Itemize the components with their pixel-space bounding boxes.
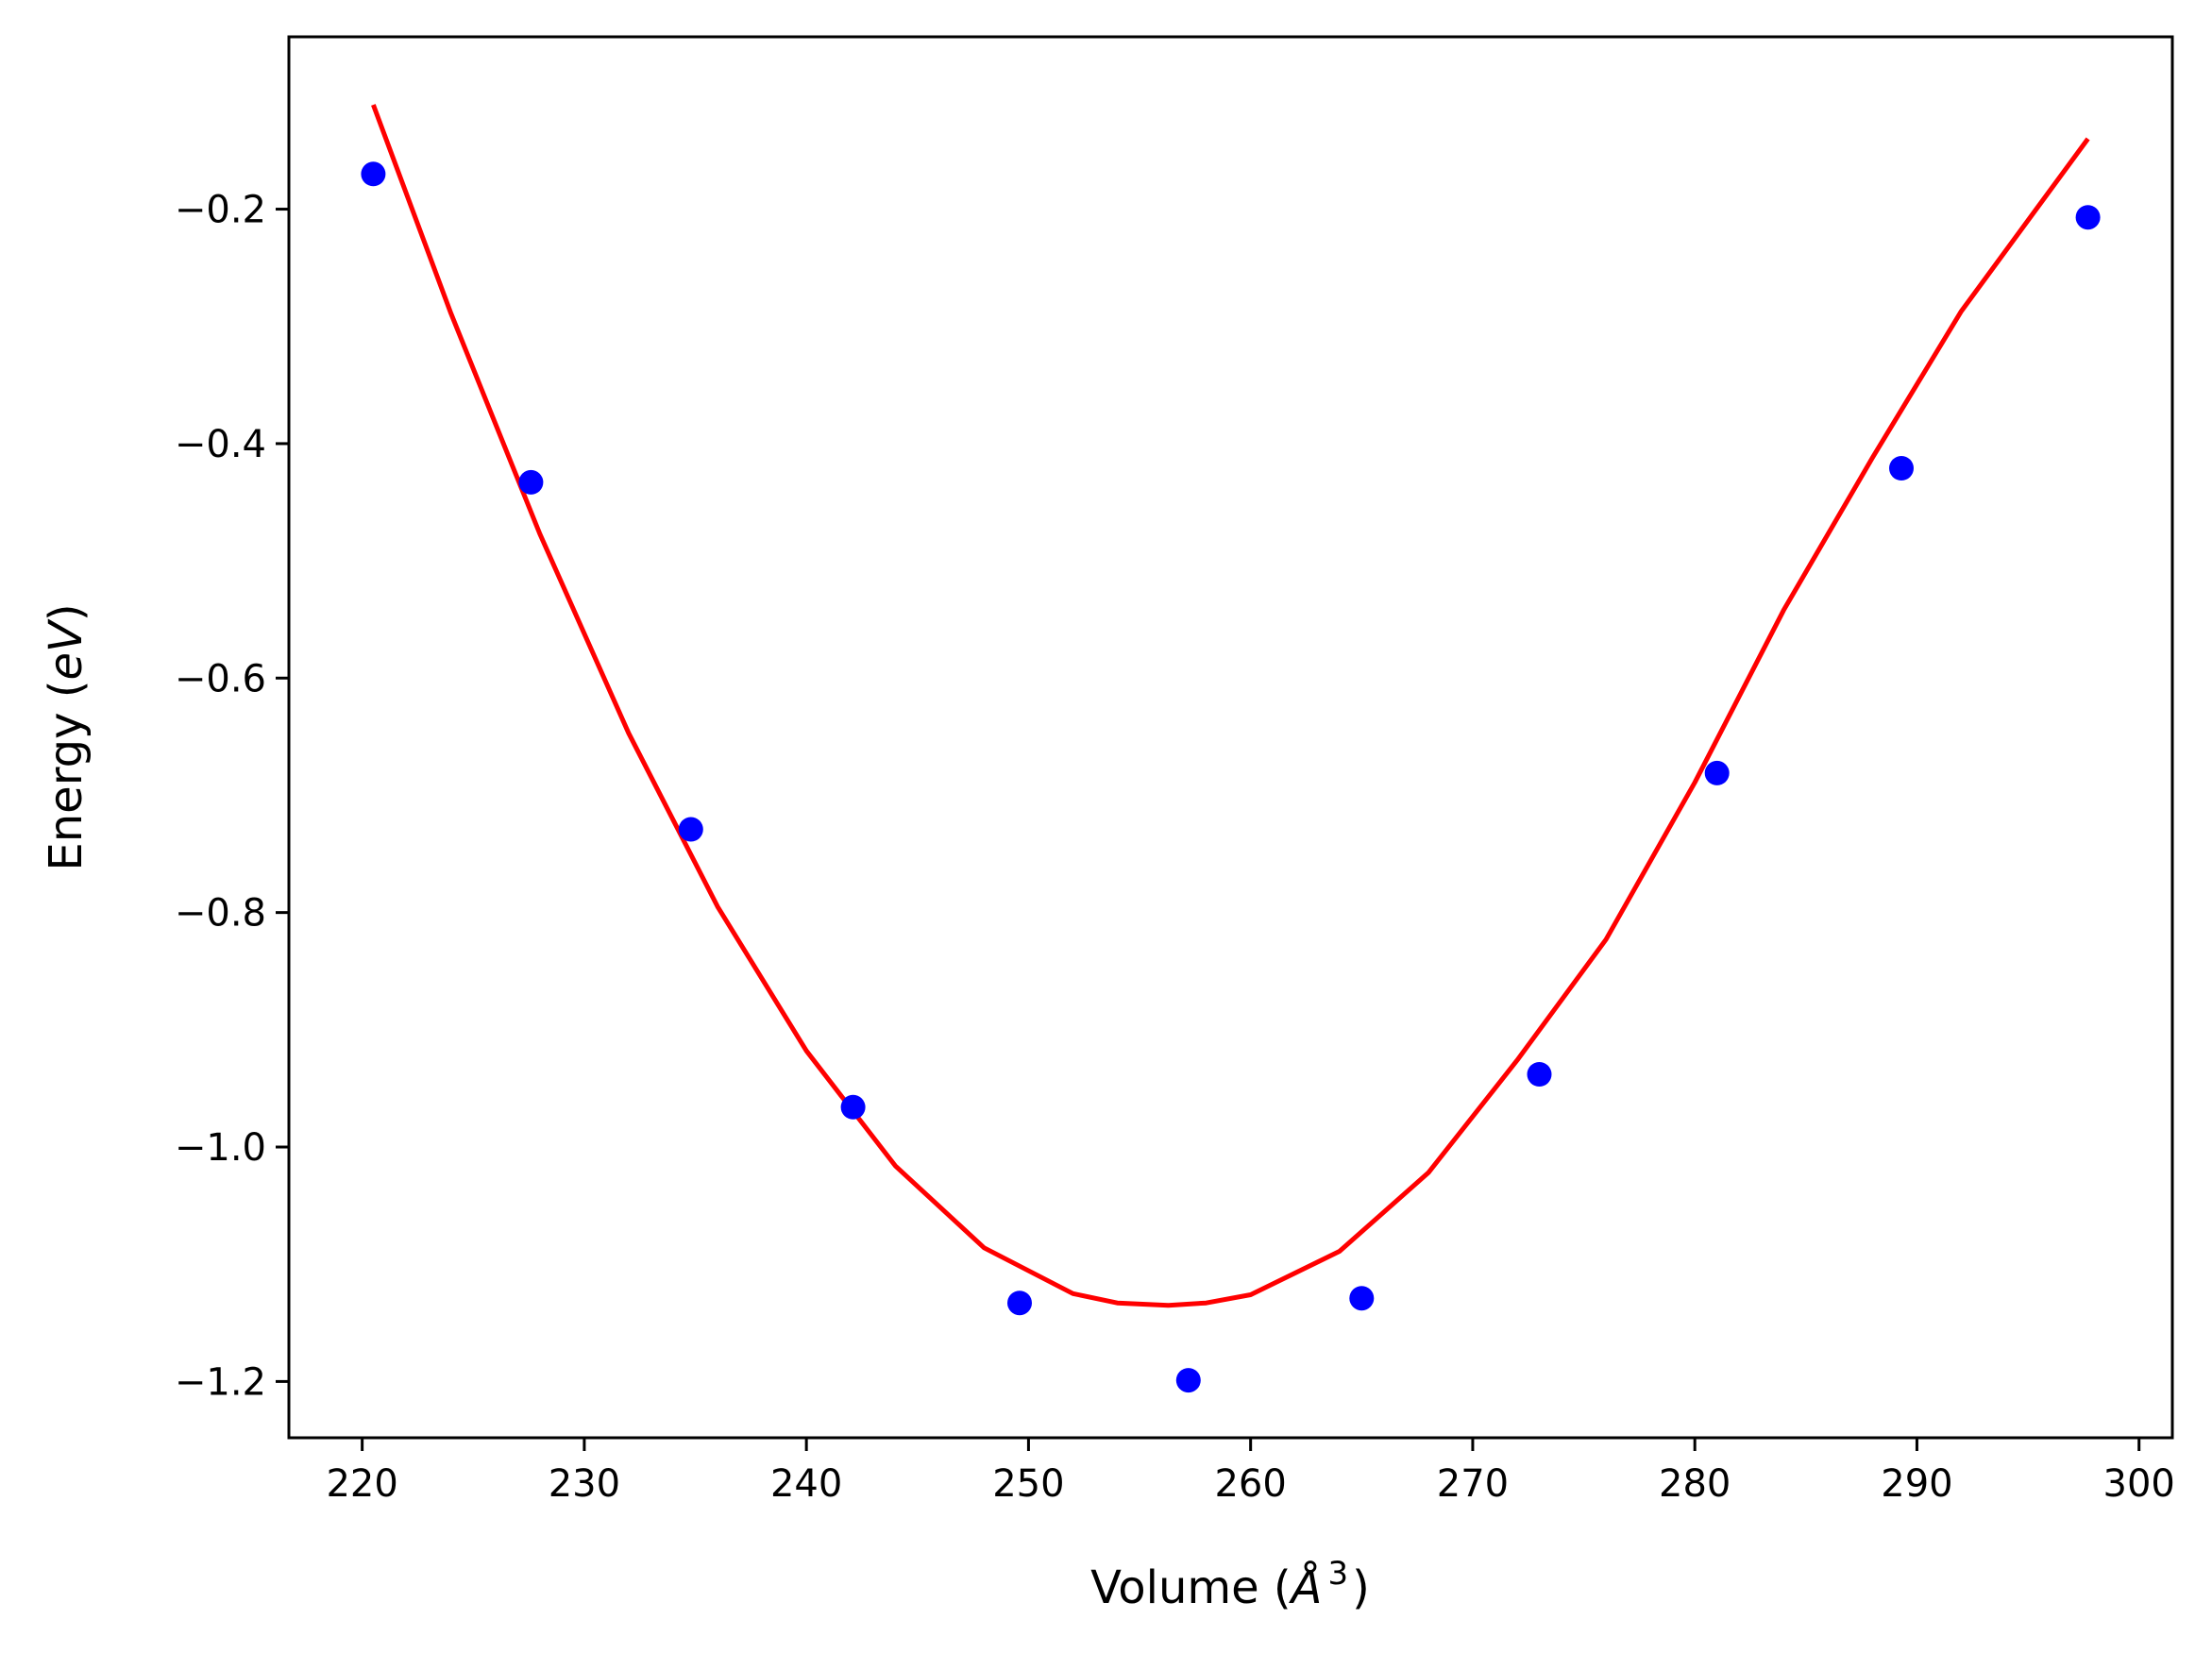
- x-tick-label: 240: [770, 1462, 842, 1506]
- x-tick-label: 250: [992, 1462, 1064, 1506]
- data-points-layer: [361, 161, 2101, 1393]
- data-point: [1527, 1062, 1552, 1087]
- y-axis-label-suffix: ): [40, 603, 93, 621]
- y-tick-label: −1.2: [175, 1360, 266, 1404]
- data-point: [840, 1094, 866, 1120]
- y-tick-label: −0.4: [175, 423, 266, 466]
- x-tick-label: 290: [1881, 1462, 1952, 1506]
- data-point: [1175, 1368, 1201, 1393]
- y-axis-ticks: −0.2 −0.4 −0.6 −0.8 −1.0 −1.2: [175, 189, 289, 1404]
- y-tick-label: −1.0: [175, 1126, 266, 1170]
- x-axis-label: Volume (Å 3): [1090, 1555, 1370, 1614]
- y-axis-label-italic: eV: [40, 618, 93, 681]
- y-axis-label: Energy (eV): [40, 603, 93, 870]
- x-axis-ticks: 220 230 240 250 260 270 280 290 300: [326, 1438, 2175, 1506]
- y-tick-label: −0.8: [175, 892, 266, 936]
- x-axis-label-superscript: 3: [1327, 1555, 1348, 1593]
- x-axis-label-suffix: ): [1352, 1561, 1370, 1614]
- fit-curve: [371, 104, 2090, 1308]
- data-point: [1007, 1290, 1032, 1316]
- x-tick-label: 260: [1214, 1462, 1286, 1506]
- x-tick-label: 230: [549, 1462, 620, 1506]
- x-axis-label-prefix: Volume (: [1090, 1561, 1292, 1614]
- data-point: [1704, 760, 1730, 785]
- x-tick-label: 220: [326, 1462, 397, 1506]
- x-tick-label: 280: [1659, 1462, 1731, 1506]
- data-point: [361, 161, 386, 187]
- plot-frame: [287, 35, 2174, 1440]
- fit-curve-layer: [371, 104, 2090, 1308]
- data-point: [678, 817, 703, 842]
- x-tick-label: 300: [2103, 1462, 2175, 1506]
- x-axis-label-symbol: Å: [1289, 1560, 1323, 1614]
- y-tick-label: −0.6: [175, 657, 266, 700]
- data-point: [1349, 1286, 1375, 1311]
- data-point: [1889, 456, 1914, 481]
- y-axis-label-prefix: Energy (: [40, 681, 93, 871]
- x-tick-label: 270: [1437, 1462, 1509, 1506]
- data-point: [2075, 205, 2101, 230]
- y-tick-label: −0.2: [175, 189, 266, 232]
- data-point: [518, 469, 544, 495]
